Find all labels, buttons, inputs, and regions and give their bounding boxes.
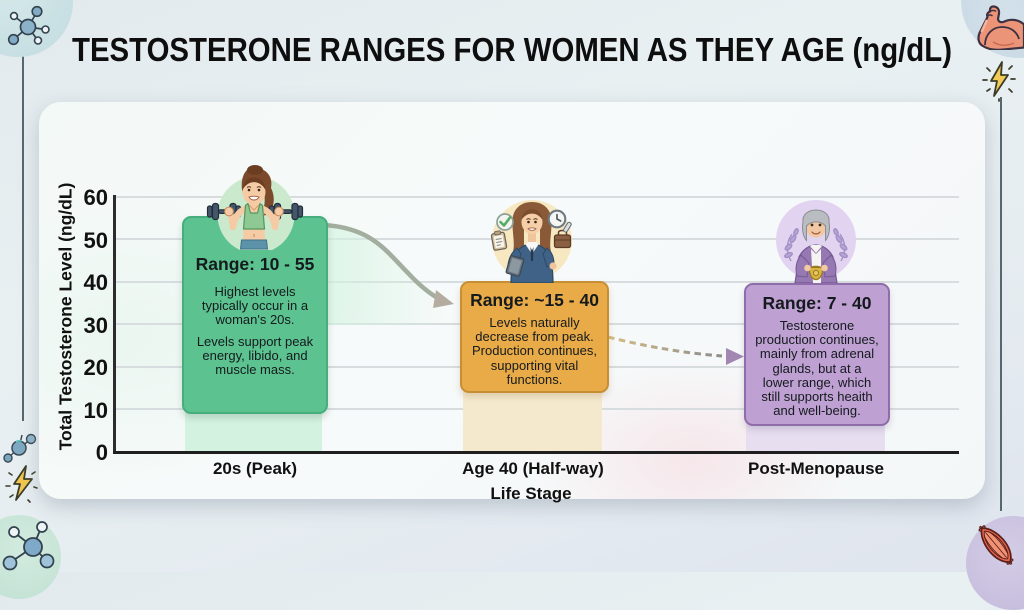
svg-text:TESTOSTERONE RANGES FOR WOMEN: TESTOSTERONE RANGES FOR WOMEN AS THEY AG…: [72, 32, 952, 69]
